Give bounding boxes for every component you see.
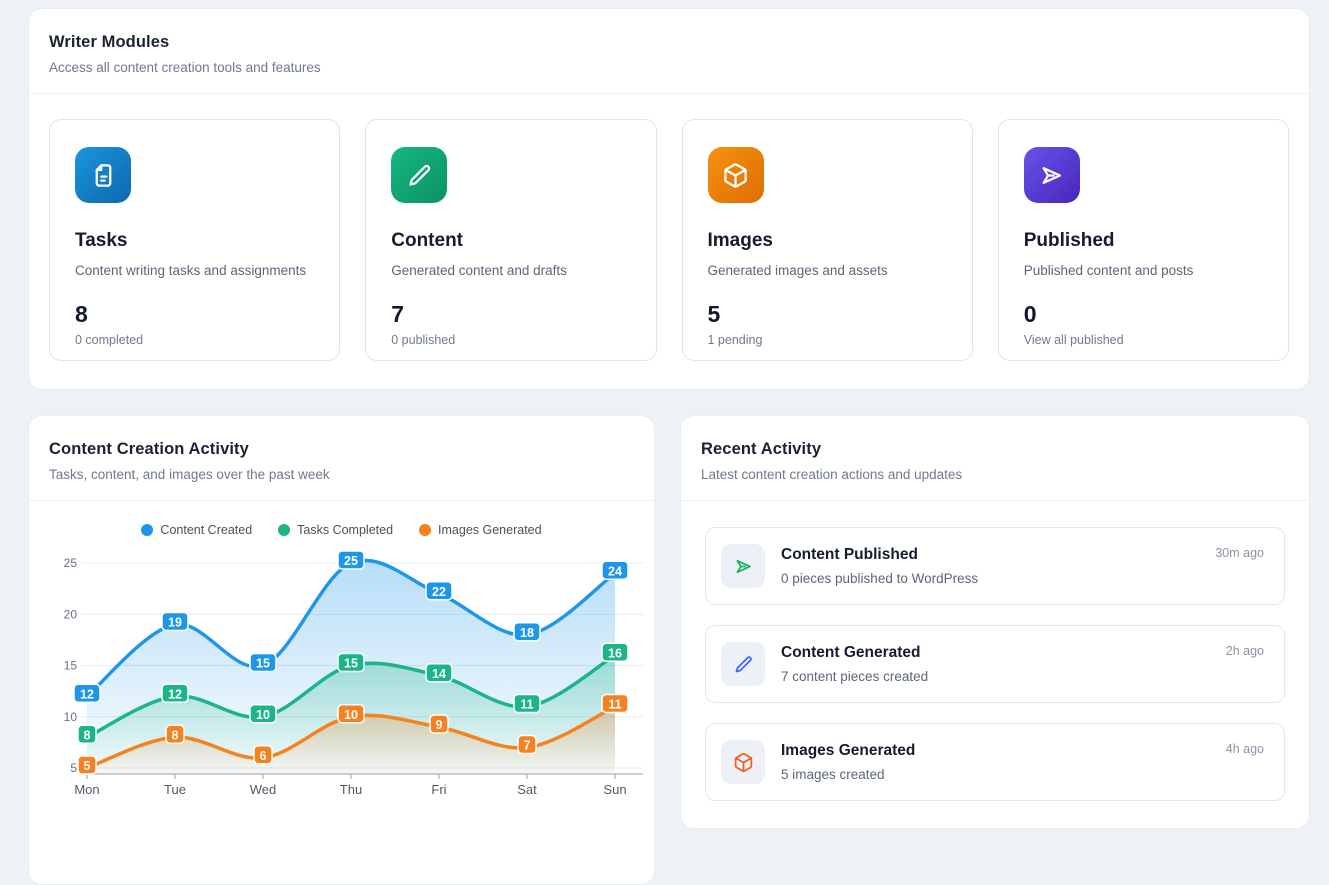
- module-title: Content: [391, 230, 464, 251]
- legend-label: Tasks Completed: [297, 523, 394, 537]
- svg-text:Tue: Tue: [164, 782, 186, 797]
- module-sub-label: 1 pending: [707, 333, 763, 347]
- activity-item-title: Content Published: [781, 546, 918, 563]
- svg-text:8: 8: [172, 728, 179, 742]
- page-title: Writer Modules: [49, 33, 170, 51]
- activity-item-images-generated[interactable]: Images Generated 5 images created 4h ago: [705, 723, 1285, 801]
- cube-icon: [707, 147, 764, 203]
- module-title: Images: [707, 230, 773, 251]
- svg-text:7: 7: [524, 739, 531, 753]
- legend-dot: [419, 524, 432, 536]
- activity-item-time: 2h ago: [1225, 644, 1264, 658]
- content-creation-activity-panel: Content Creation Activity Tasks, content…: [28, 415, 655, 885]
- chart-panel-title: Content Creation Activity: [49, 440, 249, 458]
- send-icon: [721, 544, 765, 588]
- writer-modules-panel: Writer Modules Access all content creati…: [28, 8, 1310, 390]
- send-icon: [1023, 147, 1080, 203]
- svg-text:10: 10: [64, 710, 78, 724]
- svg-text:24: 24: [608, 564, 622, 578]
- document-icon: [75, 147, 131, 203]
- pencil-icon: [721, 642, 765, 686]
- module-card-images[interactable]: Images Generated images and assets 5 1 p…: [681, 119, 973, 361]
- module-description: Generated content and drafts: [391, 263, 567, 278]
- activity-item-time: 30m ago: [1215, 546, 1264, 560]
- activity-line-chart: 5 10 15 20 25 Mon Tue Wed Thu Fri Sat Sun 12 19 15 25 22…: [64, 550, 643, 797]
- svg-text:5: 5: [84, 759, 91, 773]
- svg-text:15: 15: [256, 657, 270, 671]
- svg-text:15: 15: [64, 659, 78, 673]
- module-count: 7: [391, 301, 405, 327]
- svg-text:18: 18: [520, 626, 534, 640]
- svg-text:10: 10: [344, 708, 358, 722]
- svg-text:6: 6: [260, 749, 267, 763]
- module-title: Tasks: [75, 230, 128, 251]
- svg-text:Sat: Sat: [517, 782, 537, 797]
- module-cards-row: Tasks Content writing tasks and assignme…: [29, 94, 1309, 387]
- module-sub-label: 0 completed: [75, 333, 144, 347]
- activity-item-description: 7 content pieces created: [781, 669, 929, 684]
- module-count: 5: [707, 301, 721, 327]
- svg-text:25: 25: [64, 556, 78, 570]
- svg-text:11: 11: [608, 698, 621, 712]
- legend-item[interactable]: Images Generated: [419, 523, 542, 537]
- svg-text:9: 9: [436, 718, 443, 732]
- activity-item-content-generated[interactable]: Content Generated 7 content pieces creat…: [705, 625, 1285, 703]
- module-count: 0: [1023, 301, 1037, 327]
- pencil-icon: [391, 147, 448, 203]
- module-description: Generated images and assets: [707, 263, 888, 278]
- recent-activity-panel: Recent Activity Latest content creation …: [680, 415, 1310, 829]
- svg-text:Sun: Sun: [603, 782, 626, 797]
- module-card-tasks[interactable]: Tasks Content writing tasks and assignme…: [49, 119, 341, 361]
- activity-item-title: Images Generated: [781, 742, 916, 759]
- svg-text:Fri: Fri: [431, 782, 446, 797]
- svg-text:11: 11: [520, 698, 533, 712]
- svg-text:22: 22: [432, 585, 446, 599]
- module-card-content[interactable]: Content Generated content and drafts 7 0…: [365, 119, 657, 361]
- legend-item[interactable]: Tasks Completed: [278, 523, 393, 537]
- legend-item[interactable]: Content Created: [141, 523, 252, 537]
- svg-text:Thu: Thu: [340, 782, 362, 797]
- svg-text:20: 20: [64, 607, 78, 621]
- recent-activity-header: Recent Activity Latest content creation …: [681, 416, 1309, 501]
- svg-text:25: 25: [344, 554, 358, 568]
- module-title: Published: [1023, 230, 1115, 251]
- svg-text:14: 14: [432, 667, 446, 681]
- chart-panel-subtitle: Tasks, content, and images over the past…: [49, 467, 330, 482]
- activity-item-content-published[interactable]: Content Published 0 pieces published to …: [705, 527, 1285, 605]
- recent-activity-title: Recent Activity: [701, 440, 822, 458]
- svg-text:Wed: Wed: [250, 782, 277, 797]
- activity-list: Content Published 0 pieces published to …: [681, 501, 1309, 827]
- svg-text:5: 5: [70, 761, 77, 775]
- recent-activity-subtitle: Latest content creation actions and upda…: [701, 467, 963, 482]
- module-count: 8: [75, 301, 88, 327]
- svg-text:12: 12: [80, 687, 94, 701]
- activity-item-title: Content Generated: [781, 644, 921, 661]
- legend-dot: [141, 524, 154, 536]
- chart-panel-header: Content Creation Activity Tasks, content…: [29, 416, 654, 501]
- chart-legend: Content Created Tasks Completed Images Gen…: [29, 523, 654, 537]
- svg-text:Mon: Mon: [74, 782, 99, 797]
- module-card-published[interactable]: Published Published content and posts 0 …: [997, 119, 1289, 361]
- module-description: Published content and posts: [1023, 263, 1194, 278]
- page-subtitle: Access all content creation tools and fe…: [49, 60, 321, 75]
- svg-text:15: 15: [344, 657, 358, 671]
- svg-text:10: 10: [256, 708, 270, 722]
- svg-text:16: 16: [608, 646, 622, 660]
- module-sub-label: 0 published: [391, 333, 456, 347]
- activity-item-description: 0 pieces published to WordPress: [781, 571, 979, 586]
- module-description: Content writing tasks and assignments: [75, 263, 307, 278]
- svg-text:12: 12: [168, 687, 182, 701]
- activity-item-time: 4h ago: [1225, 742, 1264, 756]
- writer-modules-header: Writer Modules Access all content creati…: [29, 9, 1309, 94]
- svg-text:8: 8: [84, 728, 91, 742]
- legend-label: Images Generated: [438, 523, 542, 537]
- legend-label: Content Created: [160, 523, 253, 537]
- activity-item-description: 5 images created: [781, 767, 885, 782]
- cube-icon: [721, 740, 765, 784]
- legend-dot: [278, 524, 291, 536]
- module-sub-label: View all published: [1023, 333, 1124, 347]
- svg-text:19: 19: [168, 616, 182, 630]
